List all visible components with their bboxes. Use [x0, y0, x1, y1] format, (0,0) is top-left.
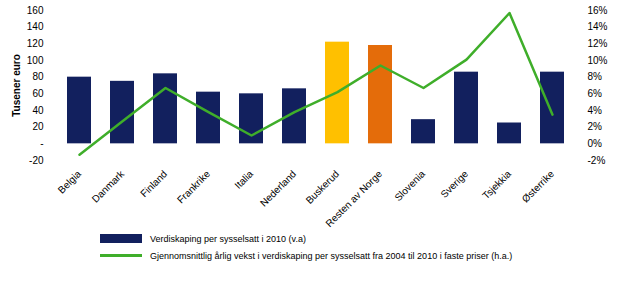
- svg-text:Frankrike: Frankrike: [175, 168, 213, 206]
- svg-text:0%: 0%: [588, 138, 603, 149]
- svg-text:Belgia: Belgia: [56, 168, 84, 196]
- svg-text:-20: -20: [29, 155, 44, 166]
- svg-text:Danmark: Danmark: [90, 168, 127, 205]
- html-text:Verdiskaping per sysselsatt i: Verdiskaping per sysselsatt i 2010 (v.a): [150, 233, 306, 244]
- svg-text:Sverige: Sverige: [438, 168, 470, 200]
- svg-text:8%: 8%: [588, 71, 603, 82]
- svg-text:Tsjekkia: Tsjekkia: [480, 168, 513, 201]
- svg-text:2%: 2%: [588, 121, 603, 132]
- svg-text:4%: 4%: [588, 105, 603, 116]
- svg-text:10%: 10%: [588, 55, 608, 66]
- svg-text:12%: 12%: [588, 38, 608, 49]
- svg-text:Østerrike: Østerrike: [520, 168, 557, 205]
- svg-text:14%: 14%: [588, 21, 608, 32]
- svg-text:-2%: -2%: [588, 155, 606, 166]
- svg-text:-: -: [40, 138, 43, 149]
- svg-text:Nederland: Nederland: [258, 168, 298, 208]
- svg-text:20: 20: [32, 121, 44, 132]
- svg-text:16%: 16%: [588, 5, 608, 16]
- svg-text:120: 120: [27, 38, 44, 49]
- svg-text:100: 100: [27, 55, 44, 66]
- svg-text:60: 60: [32, 88, 44, 99]
- html-text:Gjennomsnittlig årlig vekst i: Gjennomsnittlig årlig vekst i verdiskapi…: [150, 250, 513, 261]
- svg-text:Buskerud: Buskerud: [304, 168, 342, 206]
- svg-text:Italia: Italia: [232, 168, 255, 191]
- svg-text:Slovenia: Slovenia: [392, 168, 427, 203]
- svg-text:160: 160: [27, 5, 44, 16]
- svg-text:6%: 6%: [588, 88, 603, 99]
- svg-text:40: 40: [32, 105, 44, 116]
- svg-text:Resten av Norge: Resten av Norge: [323, 168, 384, 229]
- svg-text:80: 80: [32, 71, 44, 82]
- svg-text:Finland: Finland: [138, 168, 169, 199]
- svg-text:Tusener euro: Tusener euro: [11, 54, 22, 117]
- svg-text:140: 140: [27, 21, 44, 32]
